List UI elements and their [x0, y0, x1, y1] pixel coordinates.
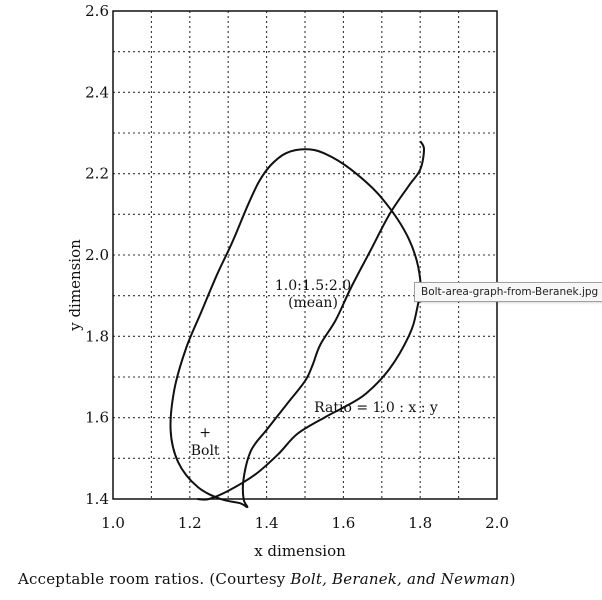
x-tick-label: 1.4 — [255, 514, 279, 532]
plot-frame — [112, 10, 498, 500]
caption-text: Acceptable room ratios. (Courtesy — [18, 570, 291, 588]
mean-ratio-sublabel: (mean) — [288, 295, 338, 311]
y-axis-label: y dimension — [66, 239, 84, 332]
figure-caption: Acceptable room ratios. (Courtesy Bolt, … — [18, 570, 516, 588]
image-filename-tooltip: Bolt-area-graph-from-Beranek.jpg (100 — [414, 282, 602, 302]
x-axis-label: x dimension — [254, 542, 346, 560]
caption-credit: Bolt, Beranek, and Newman — [290, 570, 510, 588]
y-tick-label: 2.2 — [85, 165, 109, 183]
x-tick-label: 1.8 — [408, 514, 432, 532]
y-tick-label: 1.6 — [85, 409, 109, 427]
ratio-formula-label: Ratio = 1.0 : x : y — [314, 400, 438, 416]
y-tick-label: 2.6 — [85, 2, 109, 20]
acceptable-ratio-contour — [169, 140, 426, 509]
x-tick-label: 1.0 — [101, 514, 125, 532]
y-axis-ticks: 1.4 1.6 1.8 2.0 2.2 2.4 2.6 — [85, 2, 109, 508]
chart-grid — [113, 11, 497, 499]
bolt-marker: + — [199, 425, 211, 441]
y-tick-label: 2.0 — [85, 246, 109, 264]
bolt-label: Bolt — [191, 443, 220, 459]
x-tick-label: 1.6 — [331, 514, 355, 532]
y-tick-label: 2.4 — [85, 83, 109, 101]
y-tick-label: 1.4 — [85, 490, 109, 508]
x-axis-ticks: 1.0 1.2 1.4 1.6 1.8 2.0 — [101, 514, 509, 532]
x-tick-label: 2.0 — [485, 514, 509, 532]
mean-ratio-label: 1.0:1.5:2.0 — [275, 278, 351, 294]
y-tick-label: 1.8 — [85, 327, 109, 345]
caption-end: ) — [509, 570, 516, 588]
x-tick-label: 1.2 — [178, 514, 202, 532]
